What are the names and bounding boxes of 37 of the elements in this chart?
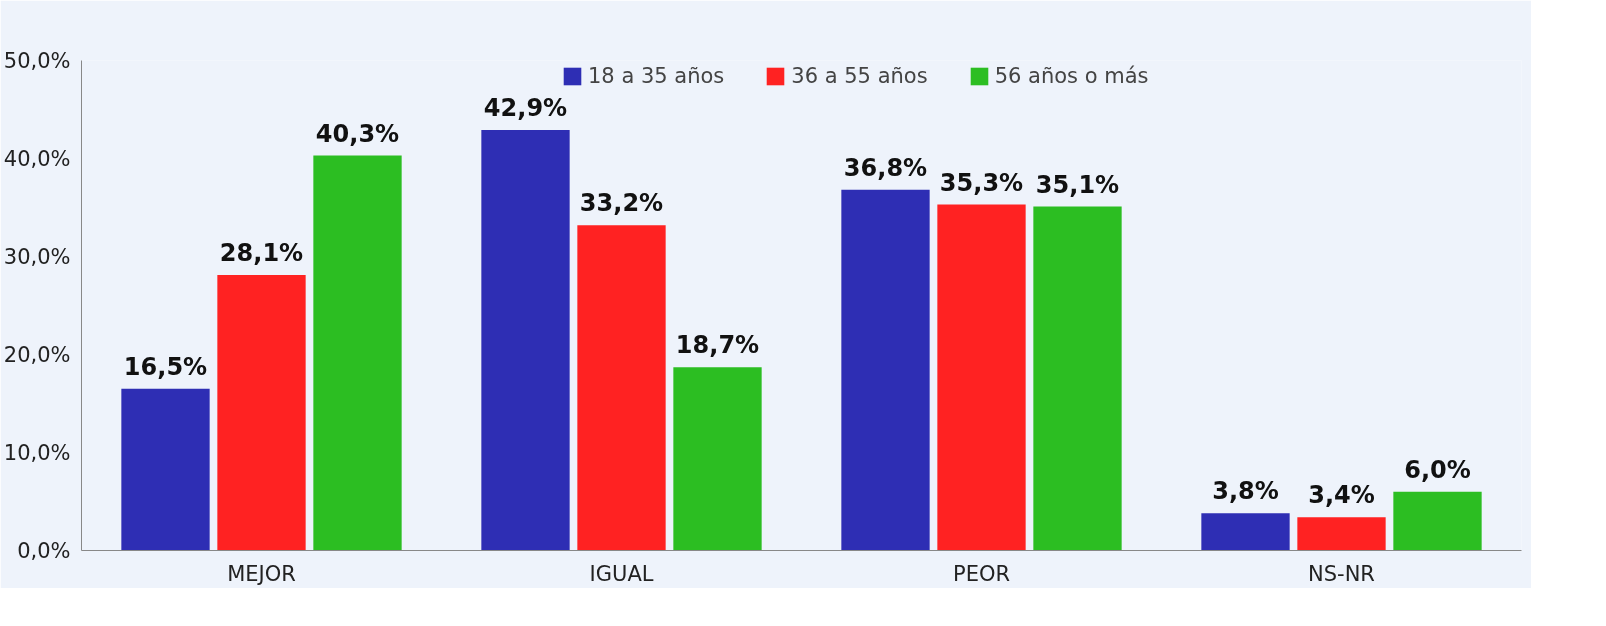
bar <box>1201 513 1290 551</box>
bar <box>937 204 1026 551</box>
data-label: 28,1% <box>219 239 304 268</box>
y-tick-label: 40,0% <box>3 146 71 171</box>
bar <box>1297 517 1386 551</box>
bar <box>841 189 930 551</box>
data-label: 42,9% <box>483 94 568 123</box>
y-tick-label: 20,0% <box>3 342 71 367</box>
x-tick-label: PEOR <box>952 561 1011 586</box>
data-label: 18,7% <box>675 331 760 360</box>
x-tick-label: IGUAL <box>589 561 654 586</box>
data-label: 35,3% <box>939 168 1024 197</box>
data-label: 35,1% <box>1035 170 1120 199</box>
x-tick-label: MEJOR <box>227 561 296 586</box>
legend-label: 36 a 55 años <box>791 64 928 88</box>
data-label: 16,5% <box>123 352 208 381</box>
bar <box>313 155 402 551</box>
bar <box>217 275 306 551</box>
legend-label: 56 años o más <box>994 64 1149 88</box>
bar <box>577 225 666 551</box>
bar <box>1393 491 1482 551</box>
bar <box>1033 206 1122 551</box>
y-tick-label: 0,0% <box>17 538 71 563</box>
data-label: 3,4% <box>1308 481 1375 510</box>
data-label: 33,2% <box>579 189 664 218</box>
bar <box>121 388 210 551</box>
y-tick-label: 10,0% <box>3 440 71 465</box>
data-label: 36,8% <box>843 153 928 182</box>
bar <box>481 130 570 551</box>
y-tick-label: 50,0% <box>3 48 71 73</box>
legend-label: 18 a 35 años <box>588 64 725 88</box>
bar <box>673 367 762 551</box>
y-tick-label: 30,0% <box>3 244 71 269</box>
data-label: 40,3% <box>315 119 400 148</box>
data-label: 6,0% <box>1404 455 1471 484</box>
data-label: 3,8% <box>1212 477 1279 506</box>
x-tick-label: NS-NR <box>1308 561 1375 586</box>
